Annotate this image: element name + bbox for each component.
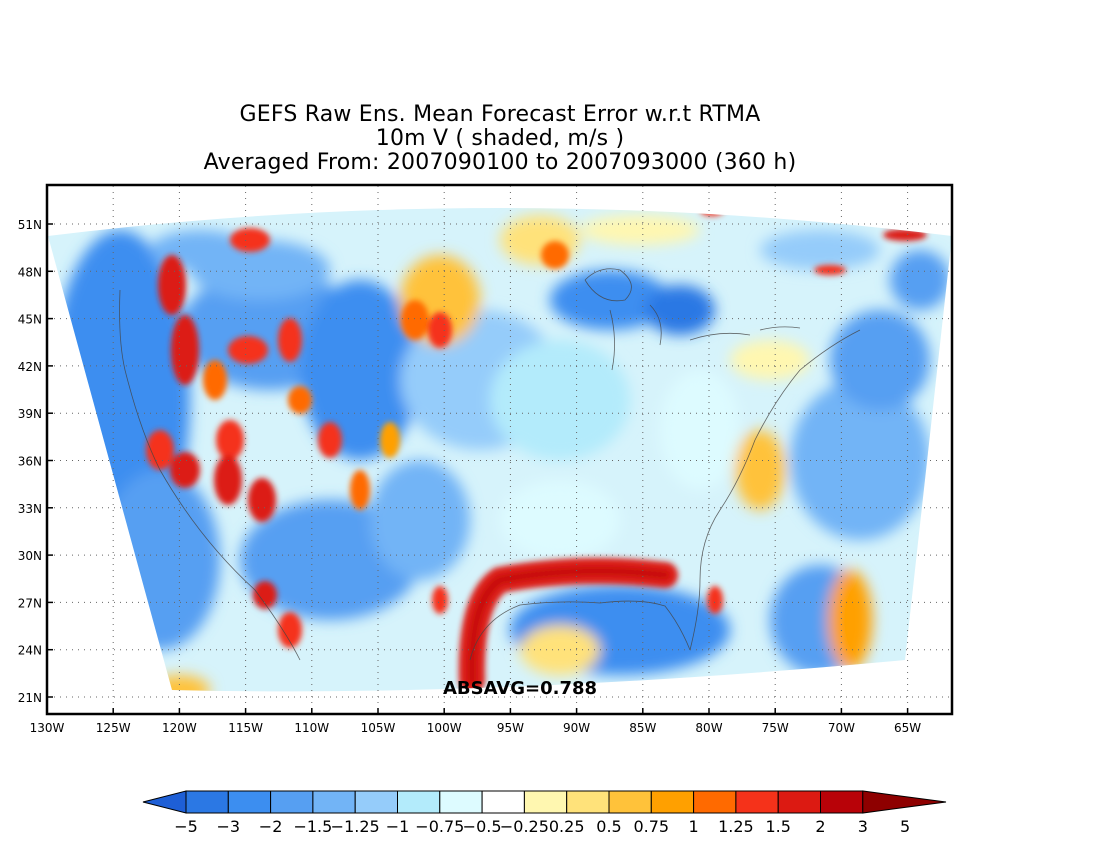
lon-label: 80W — [695, 721, 722, 735]
colorbar-swatch — [397, 790, 441, 814]
colorbar-label: 0.5 — [596, 817, 621, 836]
colorbar-swatch — [227, 790, 272, 814]
colorbar-label: −3 — [217, 817, 241, 836]
colorbar-swatch — [481, 790, 525, 814]
lon-label: 115W — [228, 721, 263, 735]
colorbar-swatch — [608, 790, 652, 814]
colorbar-label: 0.75 — [633, 817, 669, 836]
lon-label: 105W — [361, 721, 396, 735]
colorbar-swatch — [650, 790, 695, 814]
lat-label: 27N — [18, 596, 42, 610]
lon-label: 75W — [762, 721, 789, 735]
lat-label: 45N — [18, 313, 42, 327]
colorbar-swatch — [820, 790, 864, 814]
lat-label: 24N — [18, 644, 42, 658]
lon-label: 125W — [96, 721, 131, 735]
lon-label: 70W — [828, 721, 855, 735]
lat-label: 30N — [18, 549, 42, 563]
lon-label: 65W — [894, 721, 921, 735]
colorbar-swatch — [693, 790, 737, 814]
colorbar-swatch — [777, 790, 822, 814]
colorbar-swatch — [439, 790, 483, 814]
colorbar-label: 1.5 — [765, 817, 790, 836]
colorbar-label: −1.25 — [331, 817, 380, 836]
lat-label: 39N — [18, 407, 42, 421]
title-line-1: GEFS Raw Ens. Mean Forecast Error w.r.t … — [239, 102, 761, 127]
colorbar-label: 2 — [815, 817, 825, 836]
lat-label: 48N — [18, 265, 42, 279]
lon-label: 95W — [497, 721, 524, 735]
colorbar-label: 3 — [858, 817, 868, 836]
title-line-3: Averaged From: 2007090100 to 2007093000 … — [203, 150, 797, 175]
map-frame — [45, 183, 954, 716]
colorbar-swatch — [523, 790, 568, 814]
colorbar-swatch — [354, 790, 399, 814]
lat-label: 36N — [18, 455, 42, 469]
colorbar-label: −0.5 — [463, 817, 502, 836]
lat-label: 21N — [18, 691, 42, 705]
colorbar-label: 5 — [900, 817, 910, 836]
colorbar-label: −1.5 — [293, 817, 332, 836]
lon-label: 130W — [30, 721, 65, 735]
colorbar-label: −0.25 — [500, 817, 549, 836]
longitude-labels: 130W 125W 120W 115W 110W 105W 100W 95W 90W 85W 80W… — [30, 721, 922, 735]
lon-label: 90W — [563, 721, 590, 735]
latitude-labels: 51N 48N 45N 42N 39N 36N 33N 30N 27N 24N 21N — [18, 218, 42, 705]
colorbar-swatch — [270, 790, 314, 814]
error-field — [48, 208, 952, 692]
colorbar: −5 −3 −2 −1.5−1.25 −1 −0.75−0.5−0.25 0.25 0.5 0.… — [142, 790, 947, 836]
colorbar-label: −1 — [386, 817, 410, 836]
lat-label: 51N — [18, 218, 42, 232]
colorbar-swatch — [566, 790, 610, 814]
lat-label: 42N — [18, 360, 42, 374]
title-line-2: 10m V ( shaded, m/s ) — [375, 126, 625, 151]
colorbar-arrow-high — [862, 790, 947, 814]
graticule — [47, 186, 951, 714]
colorbar-label: 1 — [689, 817, 699, 836]
lon-label: 110W — [294, 721, 329, 735]
colorbar-label: 1.25 — [718, 817, 754, 836]
colorbar-label: 0.25 — [549, 817, 585, 836]
lon-label: 85W — [629, 721, 656, 735]
colorbar-label: −5 — [174, 817, 198, 836]
colorbar-label: −0.75 — [415, 817, 464, 836]
colorbar-swatch — [312, 790, 356, 814]
lon-label: 100W — [427, 721, 462, 735]
colorbar-swatch — [185, 790, 229, 814]
colorbar-label: −2 — [259, 817, 283, 836]
colorbar-swatch — [735, 790, 779, 814]
lat-label: 33N — [18, 502, 42, 516]
absavg-annotation: ABSAVG=0.788 — [443, 678, 597, 699]
lon-label: 120W — [162, 721, 197, 735]
colorbar-arrow-low — [142, 790, 187, 814]
